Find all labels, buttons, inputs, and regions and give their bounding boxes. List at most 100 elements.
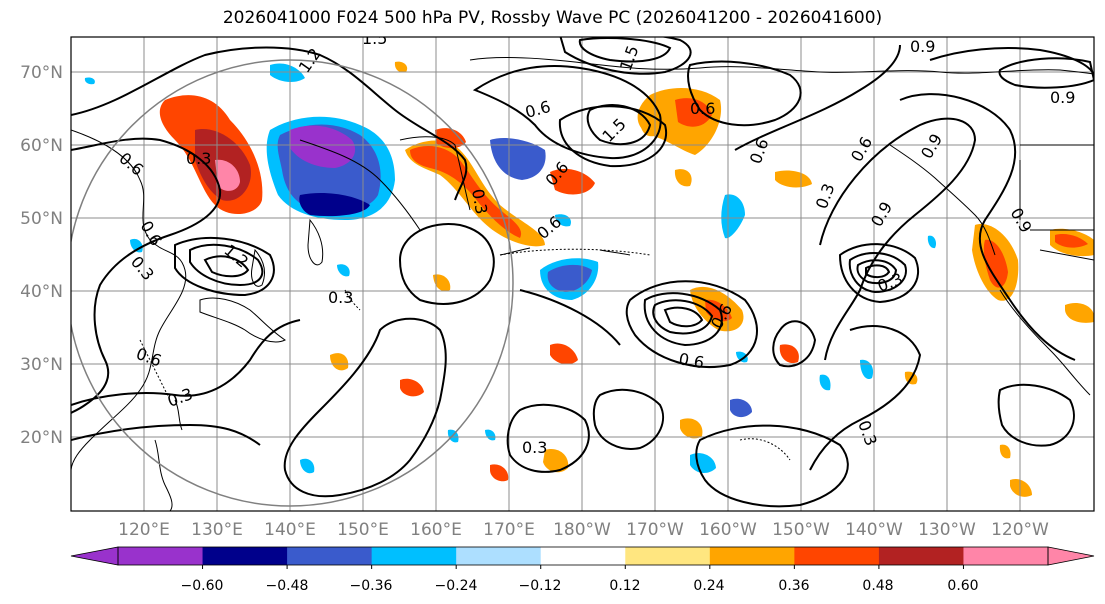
colorbar-swatch: [878, 547, 964, 565]
colorbar-extend-low: [71, 547, 118, 565]
positive-anomaly: [1010, 478, 1032, 497]
colorbar-swatch: [287, 547, 373, 565]
colorbar-label: −0.60: [181, 578, 224, 594]
lon-label: 160°W: [699, 520, 757, 540]
positive-anomaly: [435, 128, 466, 149]
colorbar-swatch: [540, 547, 626, 565]
colorbar-extend-high: [1048, 547, 1094, 565]
positive-anomaly: [675, 98, 712, 127]
colorbar-labels: −0.60 −0.48 −0.36 −0.24 −0.12 0.12 0.24 …: [181, 578, 979, 594]
positive-anomaly: [983, 239, 1008, 288]
positive-anomaly: [490, 464, 509, 482]
positive-anomaly: [400, 378, 424, 397]
contour-label: 0.9: [1050, 88, 1075, 107]
lon-label: 130°E: [191, 520, 243, 540]
colorbar-label: −0.24: [435, 578, 478, 594]
positive-anomaly: [543, 449, 569, 473]
colorbar-swatch: [371, 547, 457, 565]
lon-label: 130°W: [918, 520, 976, 540]
negative-anomaly: [555, 214, 571, 227]
colorbar-label: 0.60: [947, 578, 978, 594]
anomaly-fill: [84, 61, 1094, 497]
contour-label: 0.3: [522, 438, 547, 457]
lat-label: 20°N: [20, 428, 63, 448]
colorbar-swatch: [794, 547, 880, 565]
colorbar-swatch: [709, 547, 795, 565]
colorbar: −0.60 −0.48 −0.36 −0.24 −0.12 0.12 0.24 …: [70, 546, 1095, 594]
lat-axis: 70°N 60°N 50°N 40°N 30°N 20°N: [20, 63, 63, 448]
contour-label: 0.3: [328, 288, 353, 307]
contour-label: 1.5: [362, 29, 387, 48]
colorbar-label: 0.12: [609, 578, 640, 594]
colorbar-swatch: [625, 547, 711, 565]
lon-axis: 120°E 130°E 140°E 150°E 160°E 170°E 180°…: [118, 520, 1049, 540]
colorbar-swatch: [202, 547, 288, 565]
colorbar-swatch: [963, 547, 1049, 565]
positive-anomaly: [433, 274, 451, 292]
contour-label: 0.6: [677, 349, 705, 372]
lon-label: 160°E: [410, 520, 462, 540]
coastlines: [71, 56, 1094, 511]
colorbar-label: 0.24: [693, 578, 724, 594]
contour-label: 0.6: [690, 99, 715, 118]
positive-anomaly: [410, 146, 522, 238]
positive-anomaly: [330, 353, 349, 371]
positive-anomaly: [215, 159, 240, 191]
negative-anomaly: [485, 429, 496, 441]
negative-anomaly: [721, 194, 745, 239]
positive-anomaly: [999, 444, 1011, 459]
positive-anomaly: [394, 61, 408, 73]
negative-anomaly: [927, 235, 937, 249]
colorbar-swatch: [118, 547, 204, 565]
contour-label: 0.9: [910, 37, 935, 56]
lat-label: 70°N: [20, 63, 63, 83]
positive-anomaly: [550, 168, 595, 195]
colorbar-ticks: [202, 565, 964, 569]
positive-anomaly: [550, 343, 578, 365]
positive-anomaly: [640, 119, 656, 137]
pv-contours: [71, 37, 1094, 508]
range-circle: [71, 59, 514, 507]
negative-anomaly: [730, 398, 752, 418]
negative-anomaly: [736, 351, 748, 363]
lon-label: 140°E: [264, 520, 316, 540]
lon-label: 170°E: [483, 520, 535, 540]
positive-anomaly: [775, 170, 812, 188]
lon-label: 170°W: [626, 520, 684, 540]
colorbar-outline: [117, 546, 1049, 566]
negative-anomaly: [299, 193, 370, 217]
negative-anomaly: [290, 125, 356, 168]
negative-anomaly: [300, 458, 315, 474]
lat-label: 40°N: [20, 282, 63, 302]
positive-anomaly: [779, 344, 799, 364]
negative-anomaly: [84, 77, 95, 85]
lat-label: 50°N: [20, 209, 63, 229]
island-chains: [139, 248, 791, 461]
colorbar-label: −0.48: [266, 578, 309, 594]
lon-label: 150°E: [337, 520, 389, 540]
lat-label: 30°N: [20, 355, 63, 375]
colorbar-label: 0.48: [862, 578, 893, 594]
colorbar-segments: [71, 547, 1094, 565]
negative-anomaly: [337, 264, 350, 277]
negative-anomaly: [819, 374, 831, 391]
negative-anomaly: [547, 264, 592, 292]
negative-anomaly: [270, 63, 305, 82]
negative-anomaly: [860, 359, 874, 380]
lon-label: 140°W: [845, 520, 903, 540]
positive-anomaly: [680, 418, 703, 439]
negative-anomaly: [490, 138, 546, 180]
map-title: 2026041000 F024 500 hPa PV, Rossby Wave …: [222, 8, 883, 28]
positive-anomaly: [1055, 234, 1088, 248]
colorbar-label: 0.36: [778, 578, 809, 594]
lon-label: 120°W: [991, 520, 1049, 540]
colorbar-label: −0.36: [350, 578, 393, 594]
lat-label: 60°N: [20, 136, 63, 156]
colorbar-swatch: [456, 547, 542, 565]
map-frame: [70, 36, 1095, 512]
lon-label: 180°W: [553, 520, 611, 540]
lon-label: 120°E: [118, 520, 170, 540]
positive-anomaly: [674, 169, 692, 187]
colorbar-label: −0.12: [519, 578, 562, 594]
